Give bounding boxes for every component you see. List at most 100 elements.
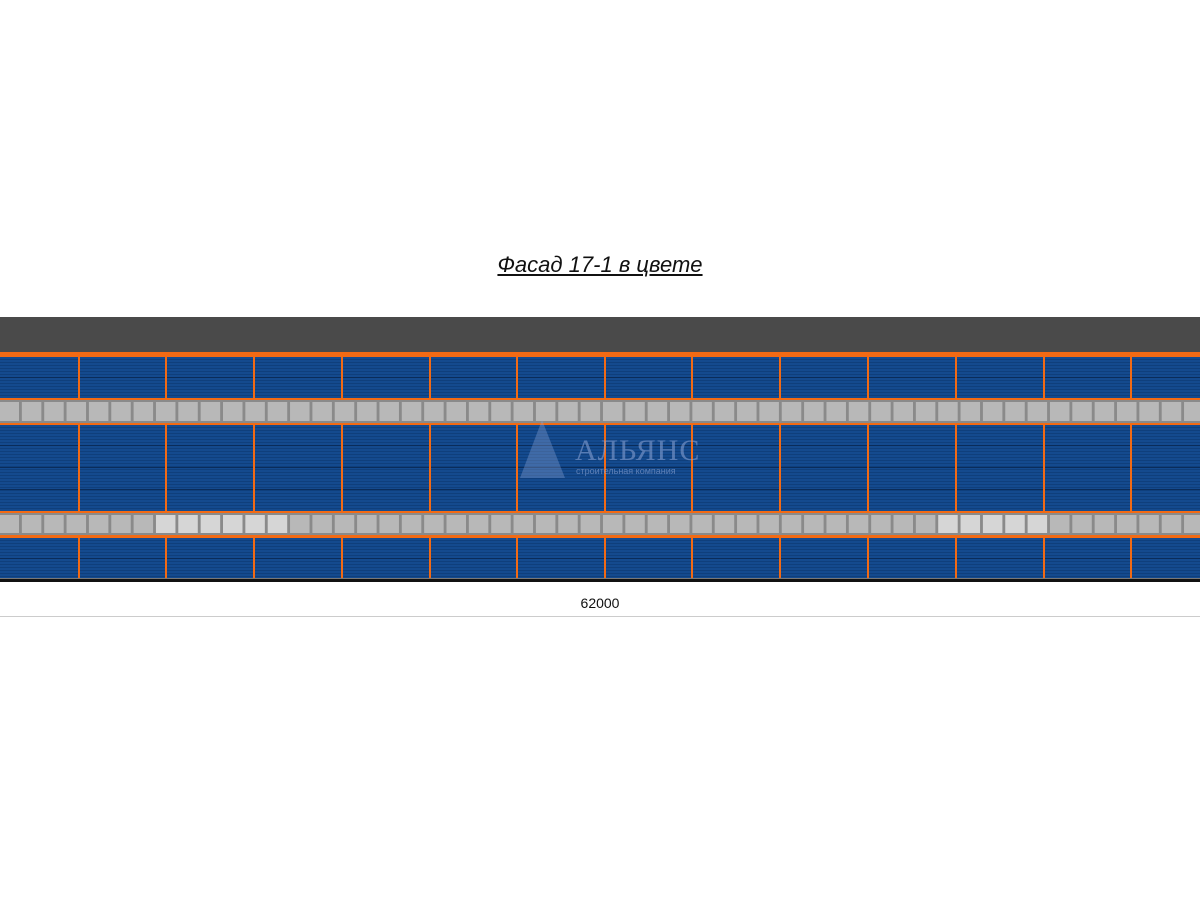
window-pane	[0, 402, 19, 421]
window-pane	[357, 402, 377, 421]
cladding-rib	[0, 502, 1200, 503]
cladding-rib	[0, 555, 1200, 556]
window-pane	[759, 402, 779, 421]
window-pane	[513, 402, 534, 421]
cladding-rib	[0, 427, 1200, 428]
window-pane	[625, 402, 645, 421]
window-pane	[468, 515, 489, 533]
cladding-rib	[0, 552, 1200, 553]
cladding-rib	[0, 362, 1200, 363]
window-pane	[155, 515, 176, 533]
window-pane	[1049, 515, 1070, 533]
window-pane	[647, 402, 668, 421]
window-pane	[692, 402, 712, 421]
pilaster-line	[516, 357, 518, 398]
cladding-rib	[0, 481, 1200, 482]
window-pane	[759, 515, 779, 533]
window-pane	[982, 515, 1003, 533]
cladding-rib	[0, 466, 1200, 467]
window-pane	[88, 402, 109, 421]
panel-seam	[0, 489, 1200, 490]
trim-line	[0, 535, 1200, 538]
window-pane	[714, 515, 735, 533]
cladding-rib	[0, 433, 1200, 434]
cladding-rib	[0, 395, 1200, 396]
panel-seam	[0, 467, 1200, 468]
cladding-rib	[0, 436, 1200, 437]
pilaster-line	[165, 425, 167, 511]
cladding-rib	[0, 543, 1200, 544]
window-pane	[1184, 515, 1200, 533]
window-pane	[468, 402, 489, 421]
window-pane	[1139, 402, 1159, 421]
window-pane	[871, 515, 891, 533]
window-pane	[1161, 515, 1182, 533]
window-pane	[44, 515, 64, 533]
cladding-rib	[0, 371, 1200, 372]
cladding-rib	[0, 499, 1200, 500]
cladding-rib	[0, 493, 1200, 494]
cladding-rib	[0, 472, 1200, 473]
pilaster-line	[691, 538, 693, 579]
trim-line	[0, 511, 1200, 513]
pilaster-line	[691, 357, 693, 398]
window-pane	[245, 515, 265, 533]
cladding-rib	[0, 546, 1200, 547]
window-pane	[781, 402, 802, 421]
window-pane	[1139, 515, 1159, 533]
window-pane	[379, 515, 399, 533]
pilaster-line	[779, 357, 781, 398]
window-pane	[446, 402, 466, 421]
pilaster-line	[253, 538, 255, 579]
pilaster-line	[1043, 357, 1045, 398]
panel-seam	[0, 377, 1200, 378]
window-pane	[223, 515, 243, 533]
pilaster-line	[955, 357, 957, 398]
window-pane	[245, 402, 265, 421]
cladding-rib	[0, 383, 1200, 384]
window-pane	[580, 515, 601, 533]
window-pane	[535, 402, 556, 421]
cladding-rib	[0, 475, 1200, 476]
pilaster-line	[1130, 425, 1132, 511]
ground-line	[0, 579, 1200, 582]
window-pane	[737, 515, 757, 533]
window-pane	[267, 515, 288, 533]
window-pane	[1117, 515, 1137, 533]
pilaster-line	[516, 425, 518, 511]
cladding-rib	[0, 448, 1200, 449]
window-pane	[401, 402, 422, 421]
base-line	[0, 578, 1200, 579]
cladding-rib	[0, 454, 1200, 455]
pilaster-line	[429, 538, 431, 579]
pilaster-line	[429, 425, 431, 511]
window-pane	[848, 402, 869, 421]
pilaster-line	[867, 538, 869, 579]
pilaster-line	[341, 357, 343, 398]
window-pane	[21, 515, 42, 533]
cladding-rib	[0, 457, 1200, 458]
window-pane	[670, 515, 690, 533]
pilaster-line	[341, 538, 343, 579]
window-pane	[66, 515, 87, 533]
cladding-rib	[0, 508, 1200, 509]
window-pane	[692, 515, 712, 533]
cladding-rib	[0, 576, 1200, 577]
window-pane	[893, 402, 913, 421]
pilaster-line	[516, 538, 518, 579]
pilaster-line	[341, 425, 343, 511]
window-pane	[1184, 402, 1200, 421]
window-pane	[357, 515, 377, 533]
window-pane	[0, 515, 19, 533]
window-pane	[44, 402, 64, 421]
cladding-rib	[0, 496, 1200, 497]
trim-line	[0, 423, 1200, 425]
pilaster-line	[779, 425, 781, 511]
pilaster-line	[78, 538, 80, 579]
window-pane	[21, 402, 42, 421]
cladding-rib	[0, 478, 1200, 479]
window-pane	[558, 515, 578, 533]
window-pane	[1072, 402, 1092, 421]
window-pane	[111, 402, 131, 421]
window-pane	[446, 515, 466, 533]
